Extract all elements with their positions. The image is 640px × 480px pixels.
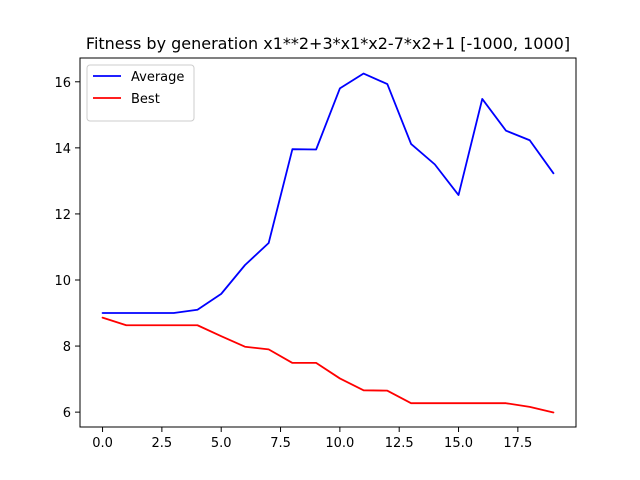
series-line-average xyxy=(101,72,555,314)
y-tick-label: 8 xyxy=(63,340,71,355)
x-axis: 0.0 2.5 5.0 7.5 10.0 12.5 15.0 17.5 xyxy=(92,427,532,451)
y-tick-label: 12 xyxy=(54,208,71,223)
x-tick-label: 2.5 xyxy=(152,436,173,451)
legend-label-best: Best xyxy=(131,92,160,107)
y-tick-label: 6 xyxy=(63,406,71,421)
x-tick-label: 10.0 xyxy=(325,436,354,451)
plot-area xyxy=(101,72,555,414)
x-tick-label: 15.0 xyxy=(444,436,473,451)
y-axis: 6 8 10 12 14 16 xyxy=(54,76,80,421)
x-tick-label: 12.5 xyxy=(385,436,414,451)
y-tick-label: 14 xyxy=(54,142,71,157)
legend-label-average: Average xyxy=(131,70,184,85)
x-tick-label: 5.0 xyxy=(211,436,232,451)
axes-frame xyxy=(79,57,577,428)
legend: Average Best xyxy=(86,64,195,122)
y-tick-label: 16 xyxy=(54,76,71,91)
x-tick-label: 7.5 xyxy=(270,436,291,451)
y-tick-label: 10 xyxy=(54,274,71,289)
legend-box xyxy=(86,64,195,122)
chart-title: Fitness by generation x1**2+3*x1*x2-7*x2… xyxy=(86,34,570,53)
x-tick-label: 0.0 xyxy=(92,436,113,451)
series-line-best xyxy=(101,316,555,414)
x-tick-label: 17.5 xyxy=(503,436,532,451)
